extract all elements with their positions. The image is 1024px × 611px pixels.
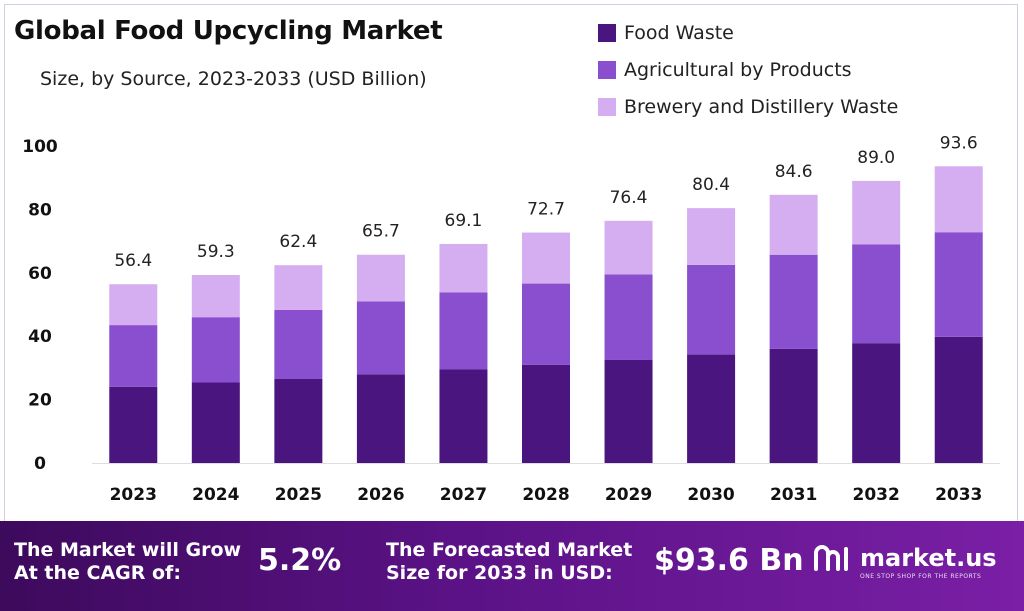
bar-segment bbox=[522, 232, 570, 284]
footer-banner: The Market will Grow At the CAGR of: 5.2… bbox=[0, 521, 1024, 611]
bar-segment bbox=[604, 274, 653, 360]
bar-segment bbox=[852, 180, 901, 245]
x-tick-label: 2030 bbox=[687, 485, 734, 505]
x-tick-label: 2028 bbox=[522, 485, 569, 505]
bar-segment bbox=[274, 378, 323, 463]
bar-segment bbox=[274, 265, 323, 310]
bar-total-label: 69.1 bbox=[445, 211, 483, 231]
bar-total-label: 80.4 bbox=[692, 175, 730, 195]
y-tick-label: 20 bbox=[28, 391, 52, 411]
bar-total-label: 84.6 bbox=[775, 162, 813, 182]
chart-subtitle: Size, by Source, 2023-2033 (USD Billion) bbox=[40, 68, 427, 90]
forecast-value: $93.6 Bn bbox=[654, 543, 804, 578]
y-tick-label: 40 bbox=[28, 327, 52, 347]
bar-total-label: 62.4 bbox=[279, 232, 317, 252]
x-tick-label: 2033 bbox=[935, 485, 982, 505]
legend-label: Agricultural by Products bbox=[624, 58, 852, 81]
bar-segment bbox=[687, 354, 736, 463]
cagr-label-line2: At the CAGR of: bbox=[14, 562, 181, 584]
legend: Food Waste Agricultural by Products Brew… bbox=[598, 14, 898, 125]
bar-segment bbox=[356, 374, 405, 463]
stacked-bar-chart: 0 20 40 60 80 100 56.4 2023 59.3 2024 62.4 2025 65.7… bbox=[22, 133, 1000, 505]
bar-segment bbox=[852, 244, 901, 344]
forecast-label-line1: The Forecasted Market bbox=[386, 539, 633, 561]
bar-segment bbox=[356, 301, 405, 375]
legend-swatch bbox=[598, 97, 616, 116]
chart-title: Global Food Upcycling Market bbox=[14, 16, 443, 46]
forecast-label: The Forecasted Market Size for 2033 in U… bbox=[386, 539, 632, 585]
bar-segment bbox=[604, 220, 653, 275]
y-tick-label: 60 bbox=[28, 264, 52, 284]
legend-label: Brewery and Distillery Waste bbox=[624, 95, 899, 118]
bar-segment bbox=[191, 275, 240, 318]
x-tick-label: 2024 bbox=[192, 485, 239, 505]
bar-segment bbox=[439, 369, 488, 463]
bar-segment bbox=[439, 243, 488, 293]
y-tick-label: 80 bbox=[28, 200, 52, 220]
x-tick-label: 2031 bbox=[770, 485, 817, 505]
brand-tagline: ONE STOP SHOP FOR THE REPORTS bbox=[860, 573, 982, 580]
legend-swatch bbox=[598, 23, 616, 42]
y-tick-label: 0 bbox=[34, 454, 46, 474]
x-tick-label: 2027 bbox=[440, 485, 487, 505]
legend-item-agricultural: Agricultural by Products bbox=[598, 51, 898, 88]
forecast-label-line2: Size for 2033 in USD: bbox=[386, 562, 613, 584]
bar-total-label: 89.0 bbox=[857, 148, 895, 168]
legend-swatch bbox=[598, 60, 616, 79]
legend-item-brewery: Brewery and Distillery Waste bbox=[598, 88, 898, 125]
cagr-label-line1: The Market will Grow bbox=[14, 539, 242, 561]
bar-total-label: 93.6 bbox=[940, 133, 978, 153]
market-us-logo-icon bbox=[814, 545, 848, 571]
legend-item-food-waste: Food Waste bbox=[598, 14, 898, 51]
bar-segment bbox=[356, 254, 405, 302]
bar-total-label: 56.4 bbox=[114, 251, 152, 271]
y-tick-label: 100 bbox=[22, 137, 58, 157]
bar-segment bbox=[934, 336, 983, 463]
bar-segment bbox=[522, 283, 570, 365]
bar-total-label: 59.3 bbox=[197, 242, 235, 262]
bar-segment bbox=[109, 284, 158, 326]
bar-segment bbox=[522, 364, 570, 463]
bar-segment bbox=[687, 264, 736, 355]
bar-segment bbox=[687, 208, 736, 265]
brand-logo: market.us bbox=[812, 543, 997, 573]
x-tick-label: 2029 bbox=[605, 485, 652, 505]
bar-total-label: 72.7 bbox=[527, 200, 565, 220]
brand-name: market.us bbox=[860, 544, 997, 572]
bar-segment bbox=[934, 166, 983, 233]
bar-segment bbox=[604, 359, 653, 463]
bar-segment bbox=[109, 386, 158, 463]
x-tick-label: 2026 bbox=[357, 485, 404, 505]
bar-segment bbox=[439, 292, 488, 370]
bar-segment bbox=[274, 309, 323, 379]
x-tick-label: 2025 bbox=[275, 485, 322, 505]
bar-segment bbox=[934, 232, 983, 337]
bar-segment bbox=[191, 382, 240, 463]
cagr-label: The Market will Grow At the CAGR of: bbox=[14, 539, 241, 585]
bar-segment bbox=[109, 325, 158, 387]
bar-total-label: 65.7 bbox=[362, 222, 400, 242]
bar-total-label: 76.4 bbox=[610, 188, 648, 208]
cagr-value: 5.2% bbox=[258, 543, 342, 578]
x-tick-label: 2032 bbox=[853, 485, 900, 505]
bar-segment bbox=[191, 317, 240, 383]
bar-segment bbox=[769, 194, 818, 255]
x-tick-label: 2023 bbox=[110, 485, 157, 505]
bar-segment bbox=[852, 343, 901, 463]
bar-segment bbox=[769, 254, 818, 349]
legend-label: Food Waste bbox=[624, 21, 734, 44]
bar-segment bbox=[769, 348, 818, 463]
